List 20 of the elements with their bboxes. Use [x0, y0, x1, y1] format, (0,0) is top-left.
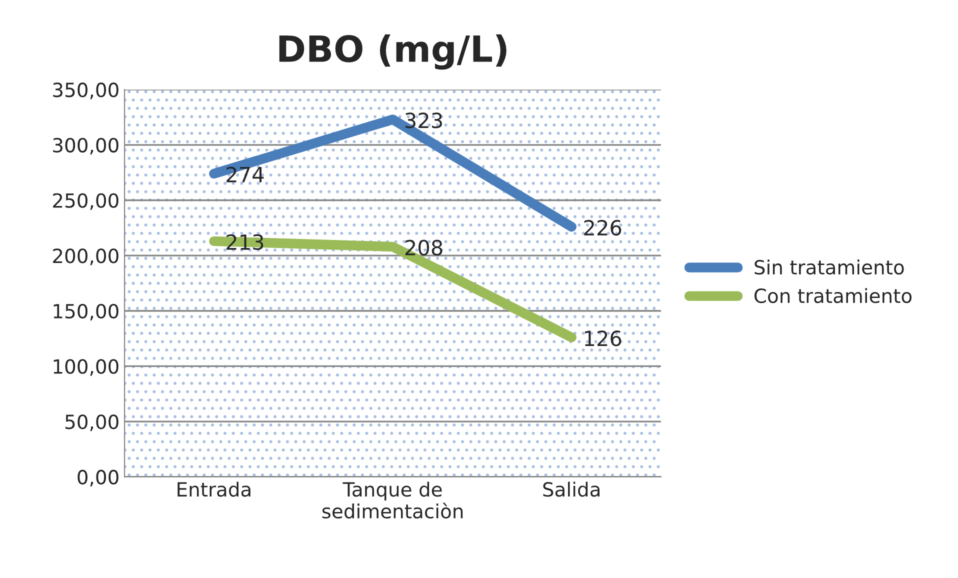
- y-tick-label: 250,00: [53, 193, 118, 210]
- y-tick-label: 0,00: [78, 470, 118, 486]
- data-label: 126: [585, 330, 622, 346]
- legend-label: Sin tratamiento: [754, 260, 904, 275]
- data-label: 274: [226, 166, 264, 182]
- data-label: 208: [405, 240, 442, 256]
- chart-title: DBO (mg/L): [279, 34, 506, 70]
- y-tick-label: 300,00: [53, 138, 118, 155]
- y-tick-label: 50,00: [66, 414, 118, 432]
- data-label: 226: [584, 220, 622, 236]
- y-tick-label: 350,00: [53, 82, 118, 100]
- data-label: 323: [405, 112, 442, 128]
- x-tick-label: Tanque de sedimentaciòn: [322, 482, 463, 519]
- y-tick-label: 200,00: [53, 248, 118, 266]
- legend-label: Con tratamiento: [754, 288, 912, 304]
- y-tick-label: 100,00: [54, 359, 118, 376]
- x-tick-label: Entrada: [178, 482, 250, 497]
- y-tick-label: 150,00: [54, 304, 118, 321]
- x-tick-label: Salida: [543, 482, 600, 497]
- data-label: 213: [226, 234, 264, 250]
